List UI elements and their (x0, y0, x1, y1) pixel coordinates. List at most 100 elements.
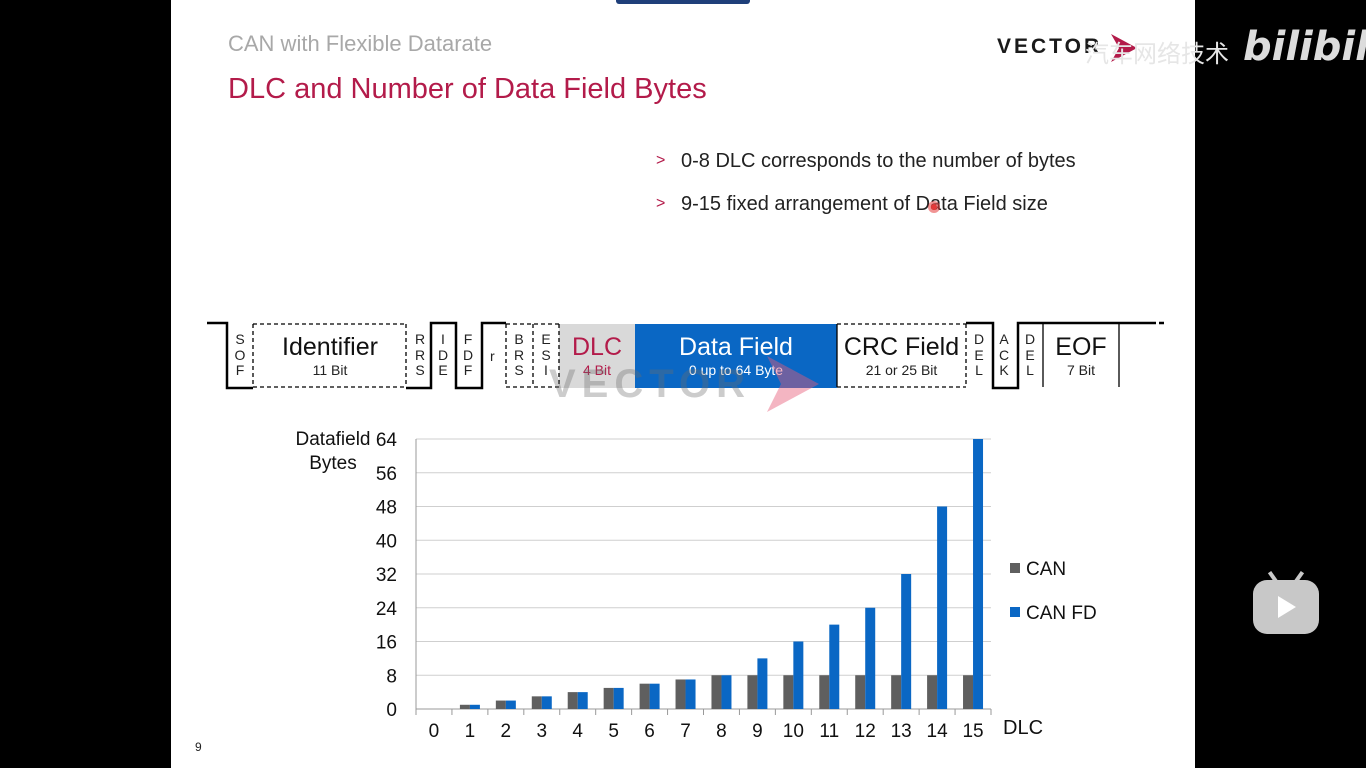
bar-can-fd (613, 687, 624, 709)
data-field-box (635, 324, 837, 388)
laser-pointer (928, 201, 940, 213)
bar-can (603, 687, 614, 709)
esi-char: E (541, 331, 551, 347)
bilibili-logo: bilibili (1243, 24, 1366, 70)
fdf-char: F (463, 362, 473, 378)
rrs-char: R (414, 331, 426, 347)
x-tick-label: 8 (716, 721, 727, 742)
bar-can (891, 675, 902, 709)
esi-char: S (541, 346, 551, 363)
play-button[interactable] (1253, 570, 1319, 634)
y-tick-label: 48 (376, 498, 397, 519)
bullet-marker: > (656, 152, 666, 169)
del-char: L (975, 362, 983, 378)
bullet-text: 9-15 fixed arrangement of Data Field siz… (681, 193, 1048, 215)
reserved-bit-label: r (490, 348, 495, 364)
bar-can (819, 675, 830, 709)
bar-can (963, 675, 974, 709)
slide-title: DLC and Number of Data Field Bytes (228, 73, 707, 105)
sof-char: O (234, 346, 246, 363)
x-tick-label: 7 (680, 721, 691, 742)
ide-char: I (441, 331, 445, 347)
rrs-label: R R S (412, 331, 428, 379)
del-char: E (974, 346, 984, 363)
play-icon (1278, 596, 1296, 618)
diagram-watermark: VECTOR (549, 362, 751, 406)
bar-can (639, 683, 650, 709)
x-tick-label: 14 (927, 721, 949, 742)
rrs-char: R (414, 346, 426, 363)
bar-can-fd (505, 700, 516, 709)
y-tick-label: 40 (376, 531, 397, 552)
brs-label: B R S (511, 331, 527, 379)
bar-can-fd (541, 696, 552, 709)
ide-label: I D E (435, 331, 451, 379)
x-tick-label: 12 (855, 721, 876, 742)
play-button-ear (1293, 570, 1305, 584)
dlc-bits: 4 Bit (582, 362, 611, 378)
crc-field: CRC Field 21 or 25 Bit (837, 332, 966, 378)
identifier-field: Identifier 11 Bit (255, 332, 405, 378)
x-tick-label: 6 (644, 721, 655, 742)
identifier-name: Identifier (282, 333, 378, 361)
dlc-field-box (559, 324, 635, 388)
eof-field: EOF 7 Bit (1043, 332, 1119, 378)
bar-can (711, 675, 722, 709)
bar-can-fd (469, 704, 480, 709)
slide: CAN with Flexible Datarate DLC and Numbe… (171, 0, 1195, 768)
dlc-field: DLC 4 Bit (559, 332, 635, 378)
del-char: E (1025, 346, 1035, 363)
window-handle[interactable] (616, 0, 750, 4)
crc-delimiter-label: D E L (971, 331, 987, 379)
ide-char: D (437, 346, 449, 363)
ack-char: A (999, 331, 1009, 347)
fdf-label: F D F (460, 331, 476, 379)
y-axis-title-line2: Bytes (309, 453, 357, 474)
eof-name: EOF (1055, 333, 1107, 361)
sof-char: F (235, 362, 245, 378)
brs-char: S (514, 362, 524, 378)
bar-can (855, 675, 866, 709)
esi-label: E S I (538, 331, 554, 379)
ack-char: C (998, 346, 1010, 363)
legend-label-can: CAN (1026, 559, 1066, 580)
crc-name: CRC Field (843, 333, 960, 361)
y-tick-label: 24 (376, 599, 398, 620)
fdf-char: D (462, 346, 474, 363)
x-tick-label: 0 (429, 721, 440, 742)
watermark-arrow-icon (767, 356, 819, 412)
bar-can-fd (865, 607, 876, 709)
y-tick-label: 64 (376, 430, 398, 451)
dlc-name: DLC (571, 333, 622, 361)
del-char: D (973, 331, 985, 347)
x-tick-label: 11 (819, 721, 839, 742)
y-tick-label: 0 (386, 700, 397, 721)
bar-can-fd (685, 679, 696, 709)
ide-char: E (438, 362, 448, 378)
ack-char: K (999, 362, 1009, 378)
sof-char: S (235, 331, 245, 347)
bullet-marker: > (656, 195, 666, 212)
sof-label: S O F (232, 331, 248, 379)
brs-char: B (514, 331, 524, 347)
slide-subtitle: CAN with Flexible Datarate (228, 31, 493, 56)
legend-swatch-canfd (1010, 607, 1020, 617)
data-field-bits: 0 up to 64 Byte (688, 362, 784, 378)
ack-label: A C K (996, 331, 1012, 379)
x-tick-label: 1 (465, 721, 476, 742)
x-axis-title: DLC (1003, 717, 1043, 739)
x-tick-label: 3 (536, 721, 547, 742)
y-tick-label: 8 (386, 666, 397, 687)
bar-can-fd (973, 439, 984, 709)
x-tick-label: 2 (501, 721, 512, 742)
bar-can (459, 704, 470, 709)
bar-can-fd (937, 506, 948, 709)
bar-can-fd (649, 683, 660, 709)
bar-can (783, 675, 794, 709)
identifier-bits: 11 Bit (312, 362, 348, 378)
x-tick-label: 13 (891, 721, 912, 742)
ack-delimiter-label: D E L (1022, 331, 1038, 379)
bar-can-fd (829, 624, 840, 709)
x-tick-label: 4 (572, 721, 583, 742)
logo-text: VECTOR (997, 35, 1103, 58)
